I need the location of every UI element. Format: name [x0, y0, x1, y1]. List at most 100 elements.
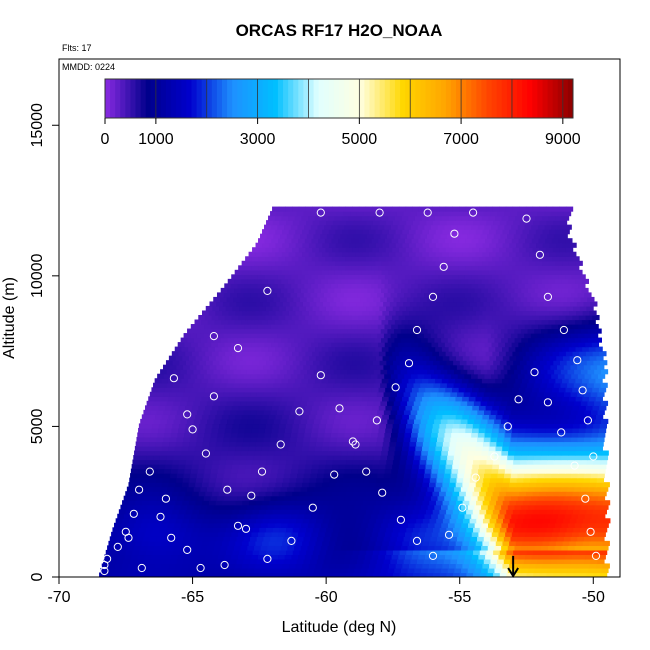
heatmap-cell: [251, 351, 260, 357]
heatmap-cell: [497, 333, 505, 339]
heatmap-cell: [446, 549, 454, 556]
heatmap-cell: [465, 256, 473, 262]
heatmap-cell: [326, 455, 335, 461]
heatmap-cell: [401, 346, 410, 352]
heatmap-cell: [302, 500, 310, 506]
heatmap-cell: [534, 545, 542, 551]
heatmap-cell: [495, 319, 503, 325]
heatmap-cell: [384, 468, 392, 474]
heatmap-cell: [458, 405, 467, 411]
heatmap-cell: [434, 278, 443, 284]
heatmap-cell: [263, 536, 271, 542]
heatmap-cell: [178, 387, 186, 393]
heatmap-cell: [335, 482, 343, 488]
heatmap-cell: [147, 504, 155, 510]
heatmap-cell: [497, 513, 506, 519]
heatmap-cell: [367, 455, 375, 461]
heatmap-cell: [492, 405, 500, 411]
heatmap-cell: [572, 423, 581, 429]
heatmap-cell: [405, 491, 414, 497]
heatmap-cell: [262, 477, 271, 483]
heatmap-cell: [553, 382, 562, 388]
heatmap-cell: [251, 405, 260, 411]
heatmap-cell: [212, 423, 220, 429]
heatmap-cell: [511, 283, 519, 289]
heatmap-cell: [502, 396, 510, 402]
heatmap-cell: [407, 337, 415, 343]
heatmap-cell: [515, 346, 523, 352]
heatmap-cell: [302, 482, 310, 488]
heatmap-cell: [272, 305, 280, 312]
heatmap-cell: [234, 522, 242, 528]
heatmap-cell: [408, 319, 416, 325]
heatmap-cell: [395, 396, 403, 402]
heatmap-cell: [555, 414, 564, 420]
heatmap-cell: [497, 409, 505, 415]
heatmap-cell: [379, 305, 387, 312]
heatmap-cell: [567, 382, 575, 388]
heatmap-cell: [271, 427, 279, 434]
heatmap-cell: [566, 360, 574, 366]
heatmap-cell: [366, 233, 375, 239]
heatmap-cell: [470, 473, 478, 479]
heatmap-cell: [245, 351, 253, 357]
heatmap-cell: [251, 314, 259, 321]
heatmap-cell: [200, 522, 209, 528]
heatmap-cell: [397, 373, 405, 379]
heatmap-cell: [372, 464, 380, 470]
heatmap-cell: [279, 549, 287, 556]
heatmap-cell: [185, 572, 194, 577]
heatmap-cell: [518, 387, 527, 393]
heatmap-cell: [508, 378, 516, 384]
heatmap-cell: [306, 459, 314, 465]
heatmap-cell: [199, 527, 207, 533]
heatmap-cell: [270, 409, 278, 415]
heatmap-cell: [362, 540, 370, 546]
heatmap-cell: [498, 265, 506, 271]
heatmap-cell: [157, 495, 165, 501]
heatmap-cell: [125, 509, 133, 515]
heatmap-cell: [555, 310, 564, 316]
heatmap-cell: [258, 427, 266, 434]
heatmap-cell: [508, 269, 516, 275]
heatmap-cell: [388, 269, 396, 275]
heatmap-cell: [166, 382, 174, 388]
heatmap-cell: [396, 536, 405, 542]
heatmap-cell: [194, 522, 202, 528]
heatmap-cell: [322, 310, 330, 316]
heatmap-cell: [418, 256, 427, 262]
heatmap-cell: [431, 554, 439, 560]
heatmap-cell: [441, 319, 449, 325]
heatmap-cell: [173, 382, 181, 388]
heatmap-cell: [310, 495, 318, 501]
heatmap-cell: [268, 269, 276, 275]
heatmap-cell: [170, 473, 178, 479]
heatmap-cell: [423, 301, 431, 307]
heatmap-cell: [180, 450, 189, 456]
heatmap-cell: [396, 558, 405, 565]
heatmap-cell: [197, 531, 206, 537]
heatmap-cell: [173, 567, 182, 574]
heatmap-cell: [279, 423, 287, 429]
heatmap-cell: [118, 509, 127, 515]
heatmap-cell: [158, 509, 167, 515]
heatmap-cell: [306, 549, 314, 556]
heatmap-cell: [447, 400, 455, 406]
heatmap-cell: [241, 414, 250, 420]
heatmap-cell: [386, 572, 394, 577]
heatmap-cell: [228, 310, 236, 316]
heatmap-cell: [595, 563, 604, 569]
heatmap-cell: [505, 491, 514, 497]
heatmap-cell: [217, 531, 226, 537]
heatmap-cell: [441, 522, 449, 528]
heatmap-cell: [521, 504, 529, 510]
heatmap-cell: [237, 342, 246, 348]
heatmap-cell: [528, 346, 537, 352]
heatmap-cell: [224, 468, 232, 474]
heatmap-cell: [461, 504, 469, 510]
heatmap-cell: [481, 545, 489, 551]
heatmap-cell: [540, 418, 549, 425]
heatmap-cell: [547, 455, 555, 461]
heatmap-cell: [360, 418, 368, 425]
heatmap-cell: [569, 482, 577, 488]
